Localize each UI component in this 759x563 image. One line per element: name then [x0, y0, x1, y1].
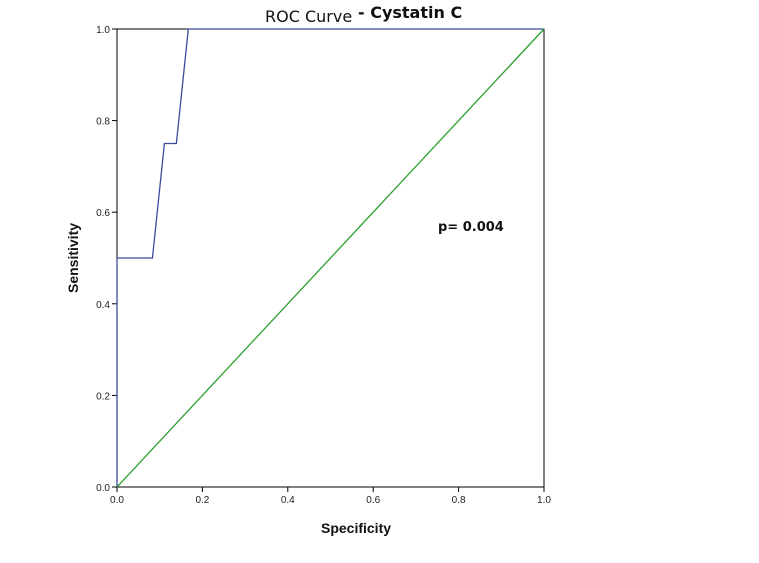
reference-diagonal-line — [116, 28, 545, 488]
y-axis-label: Sensitivity — [65, 223, 81, 293]
x-axis-label: Specificity — [321, 520, 391, 536]
y-tick-label: 0.8 — [96, 117, 110, 128]
roc-curve-line — [116, 28, 544, 487]
chart-subtitle: - Cystatin C — [358, 3, 462, 22]
x-tick-label: 1.0 — [537, 495, 551, 506]
x-tick-label: 0.0 — [110, 495, 124, 506]
x-tick-label: 0.4 — [281, 495, 295, 506]
y-tick-label: 0.0 — [96, 483, 110, 494]
x-tick-label: 0.2 — [195, 495, 209, 506]
y-tick-label: 1.0 — [96, 25, 110, 36]
p-value-annotation: p= 0.004 — [438, 220, 504, 235]
y-tick-label: 0.4 — [96, 300, 110, 311]
y-tick-label: 0.6 — [96, 208, 110, 219]
x-tick-label: 0.6 — [366, 495, 380, 506]
chart-title: ROC Curve — [265, 7, 352, 26]
x-tick-label: 0.8 — [452, 495, 466, 506]
y-tick-label: 0.2 — [96, 391, 110, 402]
